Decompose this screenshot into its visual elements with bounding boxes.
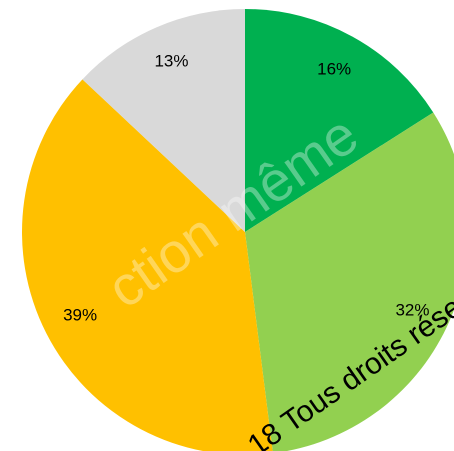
data-label: 32% bbox=[395, 300, 429, 319]
pie bbox=[22, 9, 454, 451]
labels: 16% 32% 39% 13% bbox=[63, 52, 429, 325]
slice bbox=[245, 112, 454, 451]
slice bbox=[22, 79, 273, 451]
slice bbox=[245, 9, 434, 232]
slice bbox=[82, 9, 245, 232]
data-label: 39% bbox=[63, 306, 97, 325]
data-label: 16% bbox=[317, 59, 351, 78]
data-label: 13% bbox=[154, 52, 188, 71]
